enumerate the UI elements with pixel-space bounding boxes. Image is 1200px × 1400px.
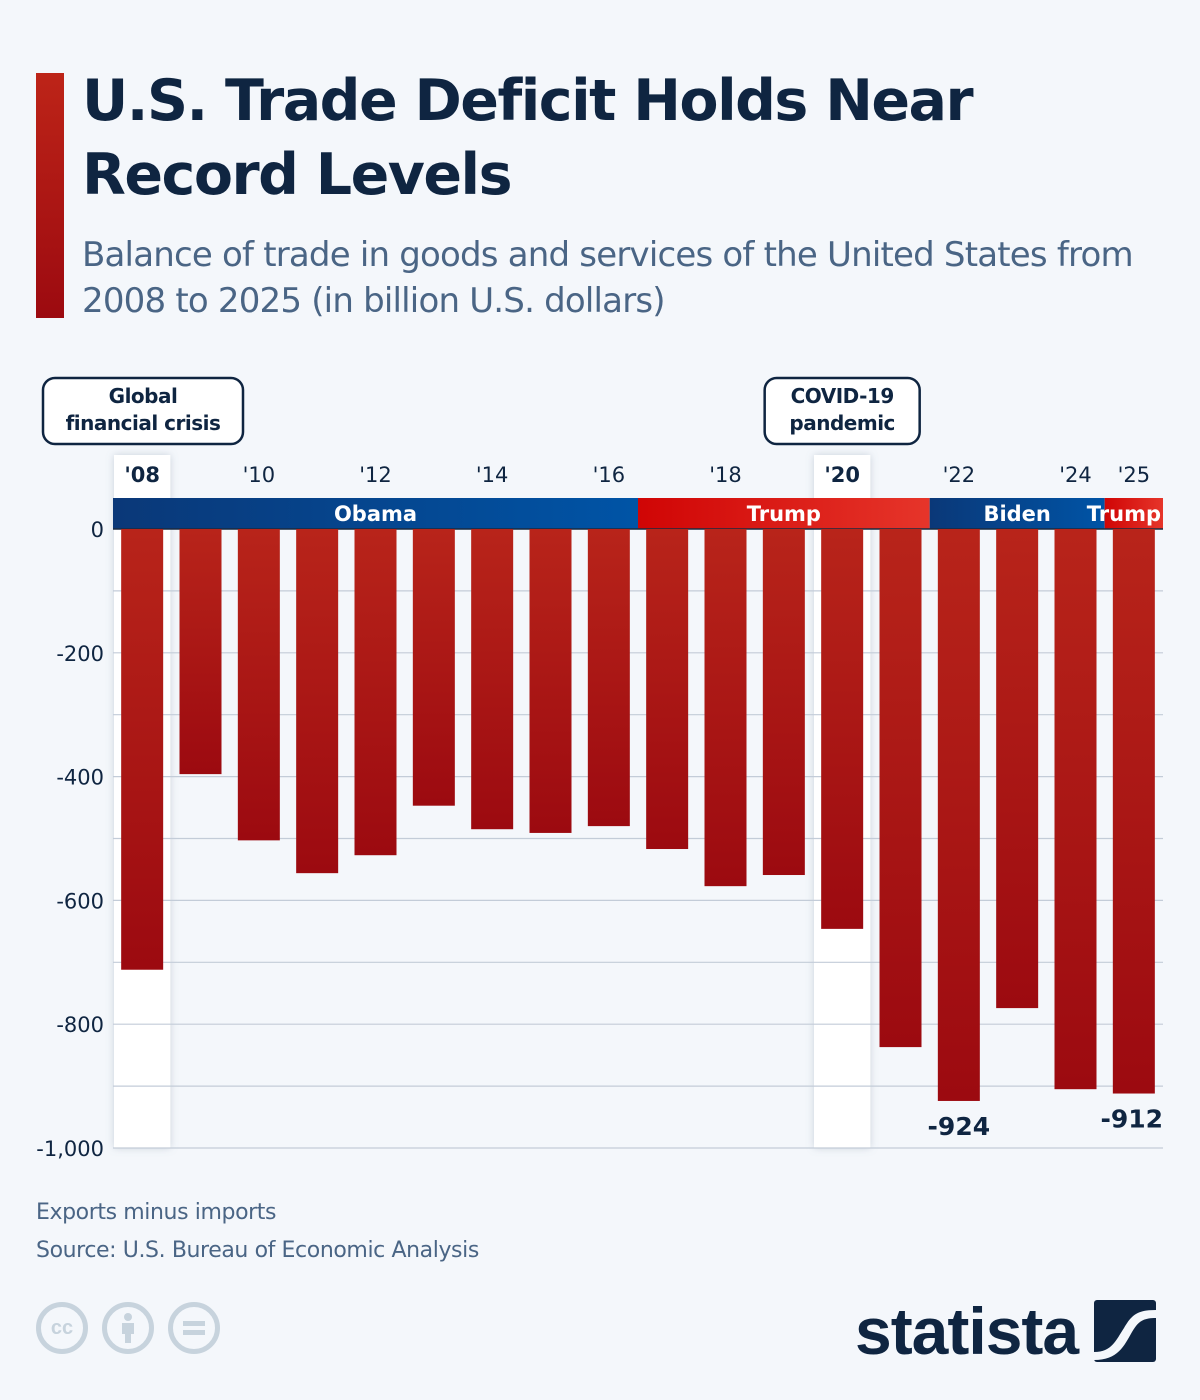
presidency-label: Trump: [1087, 502, 1161, 526]
bar-2020: [821, 529, 864, 929]
y-tick-label: -800: [56, 1013, 104, 1037]
callout-box: [763, 376, 921, 446]
y-tick-label: -1,000: [36, 1137, 104, 1161]
bar-2017: [646, 529, 689, 850]
bar-2021: [879, 529, 922, 1048]
cc-icon[interactable]: cc: [36, 1302, 88, 1354]
bar-2010: [237, 529, 280, 841]
bar-2022: [937, 529, 980, 1101]
presidency-label: Trump: [747, 502, 821, 526]
bar-2011: [296, 529, 339, 874]
data-label: -912: [1100, 1105, 1163, 1134]
data-label: -924: [928, 1112, 991, 1141]
x-tick-label: '22: [943, 463, 976, 487]
bar-2012: [354, 529, 397, 856]
presidency-band-trump: [1104, 498, 1163, 529]
x-tick-label: '10: [243, 463, 276, 487]
x-tick-label: '14: [476, 463, 509, 487]
logo-wordmark: statista: [855, 1294, 1079, 1368]
callout-text: COVID-19: [791, 384, 894, 408]
x-tick-label: '25: [1118, 463, 1151, 487]
callout-text: pandemic: [789, 411, 894, 435]
x-tick-label: '18: [709, 463, 742, 487]
x-tick-label: '12: [359, 463, 392, 487]
license-icons: cc: [36, 1302, 220, 1354]
bar-2013: [412, 529, 455, 806]
x-tick-label: '08: [124, 463, 160, 487]
bar-2014: [471, 529, 514, 830]
presidency-label: Biden: [983, 502, 1050, 526]
statista-logo[interactable]: statista: [855, 1294, 1157, 1368]
bar-2009: [179, 529, 222, 775]
source-note: Source: U.S. Bureau of Economic Analysis: [36, 1238, 479, 1263]
attribution-icon[interactable]: [102, 1302, 154, 1354]
x-tick-label: '20: [824, 463, 860, 487]
x-tick-label: '24: [1059, 463, 1092, 487]
footnote-definition: Exports minus imports: [36, 1200, 277, 1225]
bar-2008: [121, 529, 164, 970]
annotation-callout: Global financial crisis: [41, 376, 245, 446]
callout-box: [41, 376, 245, 446]
title-accent-bar: [36, 73, 64, 318]
presidency-band-obama: [113, 498, 638, 529]
presidency-band-trump: [638, 498, 930, 529]
presidency-band-biden: [929, 498, 1105, 529]
y-tick-label: -400: [56, 766, 104, 790]
no-derivatives-icon[interactable]: [168, 1302, 220, 1354]
bar-2019: [762, 529, 805, 876]
bar-2015: [529, 529, 572, 833]
y-tick-label: -600: [56, 889, 104, 913]
x-tick-label: '16: [593, 463, 626, 487]
callout-text: financial crisis: [66, 411, 221, 435]
presidency-label: Obama: [334, 502, 417, 526]
bar-2025: [1112, 529, 1155, 1094]
annotation-callout: COVID-19 pandemic: [763, 376, 921, 446]
bar-chart: 0 -200 -400 -600 -800 -1,000 Obama Trump Biden T…: [36, 376, 1163, 1161]
callout-text: Global: [109, 384, 178, 408]
chart-subtitle: Balance of trade in goods and services o…: [82, 235, 1134, 321]
y-tick-label: -200: [56, 642, 104, 666]
bar-2023: [996, 529, 1039, 1009]
statista-logo-icon: [1094, 1300, 1157, 1362]
chart-title: U.S. Trade Deficit Holds Near Record Lev…: [82, 68, 974, 208]
bar-2024: [1054, 529, 1097, 1090]
bar-2018: [704, 529, 747, 887]
y-tick-label: 0: [91, 518, 104, 542]
bar-2016: [587, 529, 630, 827]
